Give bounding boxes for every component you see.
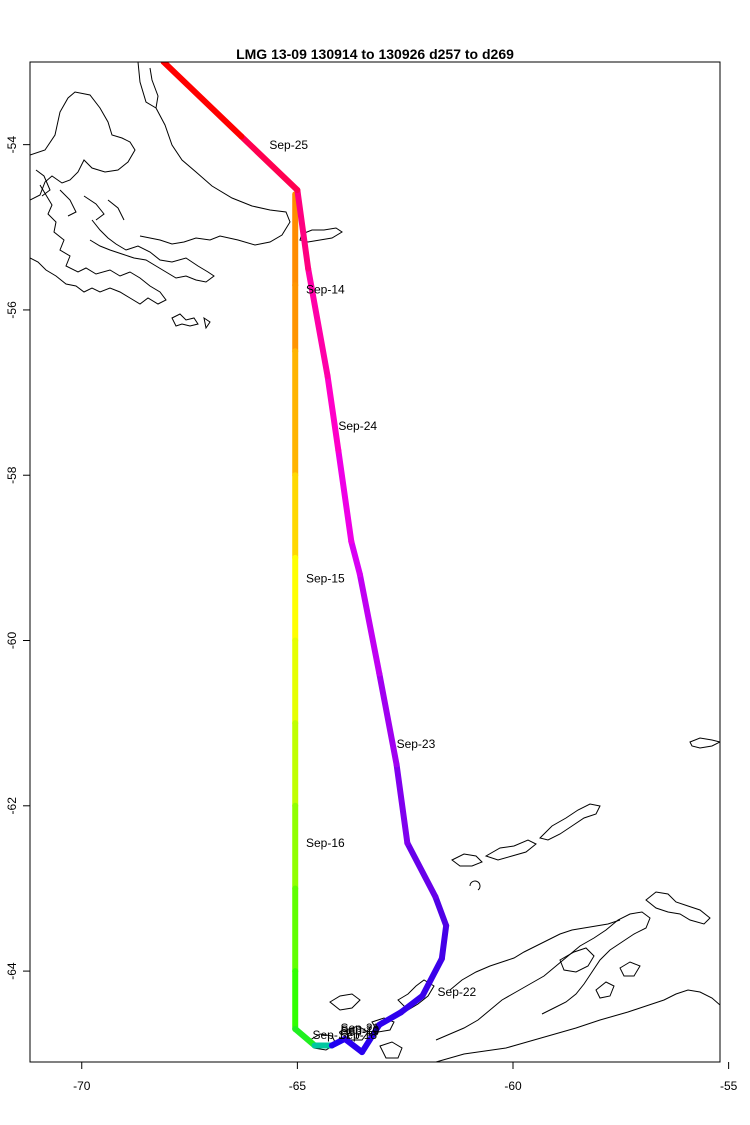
y-tick-label: -62	[5, 797, 19, 815]
track-segment	[324, 373, 342, 454]
date-label: Sep-20	[341, 1023, 380, 1037]
track-segment	[356, 571, 383, 677]
date-label: Sep-22	[438, 985, 477, 999]
ship-track-layer	[160, 62, 450, 1056]
date-label: Sep-21	[341, 1021, 380, 1035]
coastline-south-shetland-west	[451, 853, 483, 867]
track-segment	[160, 62, 245, 140]
x-tick-label: -60	[504, 1079, 522, 1093]
track-segment	[292, 1025, 318, 1049]
track-segment	[335, 447, 355, 545]
x-tick-label: -70	[73, 1079, 91, 1093]
track-segment	[376, 1009, 404, 1028]
y-tick-label: -60	[5, 632, 19, 650]
coastline-small-islands-1	[171, 313, 199, 327]
track-segment	[376, 670, 400, 768]
date-label: Sep-17	[312, 1028, 351, 1042]
coastline-joinville-islands	[645, 891, 711, 925]
y-tick-label: -56	[5, 301, 19, 319]
coastline-elephant-island	[689, 737, 720, 749]
coastline-brabant-anvers	[329, 979, 435, 1041]
y-tick-label: -58	[5, 466, 19, 484]
date-label-layer: Sep-25 Sep-14 Sep-24 Sep-15 Sep-23 Sep-16 Sep-…	[269, 138, 476, 1042]
date-label: Sep-15	[306, 572, 345, 586]
x-tick-label: -55	[720, 1079, 738, 1093]
track-segment	[438, 922, 450, 962]
track-segment	[419, 955, 445, 999]
coastline-tierra-del-fuego	[30, 91, 136, 201]
chart-title: LMG 13-09 130914 to 130926 d257 to d269	[236, 46, 514, 62]
coastline-deception-island	[469, 880, 481, 891]
track-segment	[359, 1021, 383, 1056]
y-tick-label: -54	[5, 136, 19, 154]
track-segment	[432, 893, 450, 929]
track-segment	[404, 839, 439, 900]
track-segment	[294, 187, 312, 272]
y-axis: -54 -56 -58 -60 -62 -64	[5, 136, 30, 980]
track-segment	[305, 265, 331, 380]
coastline-channel-islands	[30, 184, 167, 305]
coastline-small-islands-2	[203, 316, 211, 330]
plot-frame	[29, 61, 721, 1063]
coastline-inlets	[35, 169, 125, 221]
date-label: Sep-18	[338, 1028, 377, 1042]
track-segment	[348, 538, 363, 578]
y-tick-label: -64	[5, 962, 19, 980]
coastline-antarctic-peninsula	[435, 911, 720, 1062]
coastline-islands-west	[89, 219, 215, 283]
coastline-south-shetland-east	[539, 803, 601, 841]
track-segment	[341, 1035, 366, 1056]
date-label: Sep-14	[306, 282, 345, 296]
x-tick-label: -65	[289, 1079, 307, 1093]
coastline-layer	[30, 62, 720, 1062]
track-segment	[397, 992, 426, 1016]
date-label: Sep-16	[306, 836, 345, 850]
date-label: Sep-19	[341, 1025, 380, 1039]
coastline-mainland-south	[137, 62, 291, 246]
coastline-weddell-coast	[449, 919, 621, 991]
track-segment	[393, 761, 411, 846]
date-label: Sep-25	[269, 138, 308, 152]
date-label: Sep-24	[338, 419, 377, 433]
coastline-south-shetland-mid	[484, 839, 537, 861]
track-segment	[238, 133, 301, 194]
date-label: Sep-23	[397, 737, 436, 751]
x-axis: -70 -65 -60 -55	[73, 1062, 738, 1093]
coastline-peninsula-islands	[559, 947, 641, 999]
